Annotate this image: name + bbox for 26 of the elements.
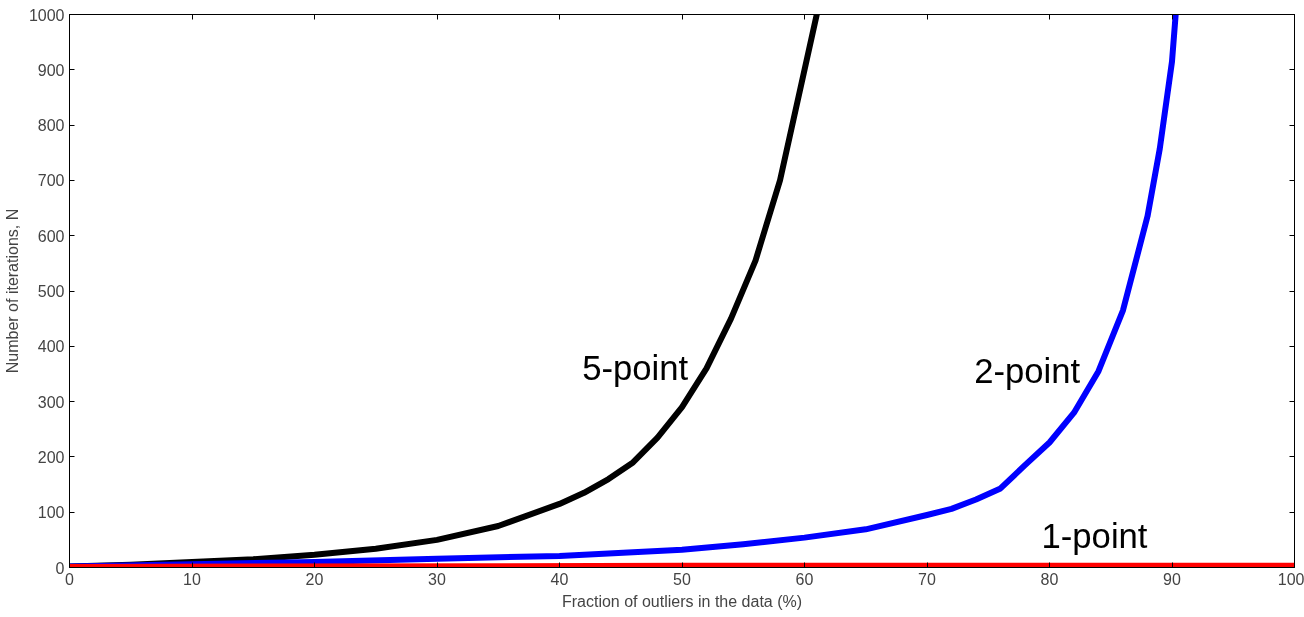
y-tick-label: 1000	[28, 6, 65, 24]
y-tick-label: 900	[37, 61, 65, 79]
y-tick-label: 0	[55, 559, 65, 577]
series-label: 5-point	[582, 349, 689, 388]
series-label: 1-point	[1041, 516, 1148, 555]
y-tick-label: 100	[37, 504, 65, 522]
x-tick-label: 90	[1163, 570, 1181, 588]
x-tick-label: 100	[1277, 570, 1304, 588]
x-tick-label: 40	[550, 570, 569, 588]
y-tick-label: 400	[37, 338, 65, 356]
y-tick-label: 800	[37, 117, 65, 135]
y-tick-label: 300	[37, 393, 65, 411]
y-tick-label: 700	[37, 172, 65, 190]
x-tick-label: 50	[673, 570, 691, 588]
x-axis-title: Fraction of outliers in the data (%)	[561, 592, 803, 610]
x-tick-label: 80	[1040, 570, 1059, 588]
y-tick-label: 500	[37, 283, 65, 300]
y-tick-label: 600	[37, 227, 65, 245]
x-tick-label: 30	[428, 570, 446, 588]
y-tick-label: 200	[37, 448, 65, 466]
x-tick-label: 70	[918, 570, 936, 588]
x-tick-label: 60	[795, 570, 814, 588]
y-axis-title: Number of iterations, N	[3, 208, 21, 374]
series-label: 2-point	[974, 352, 1081, 391]
x-tick-label: 10	[183, 570, 201, 588]
x-tick-label: 20	[305, 570, 324, 588]
